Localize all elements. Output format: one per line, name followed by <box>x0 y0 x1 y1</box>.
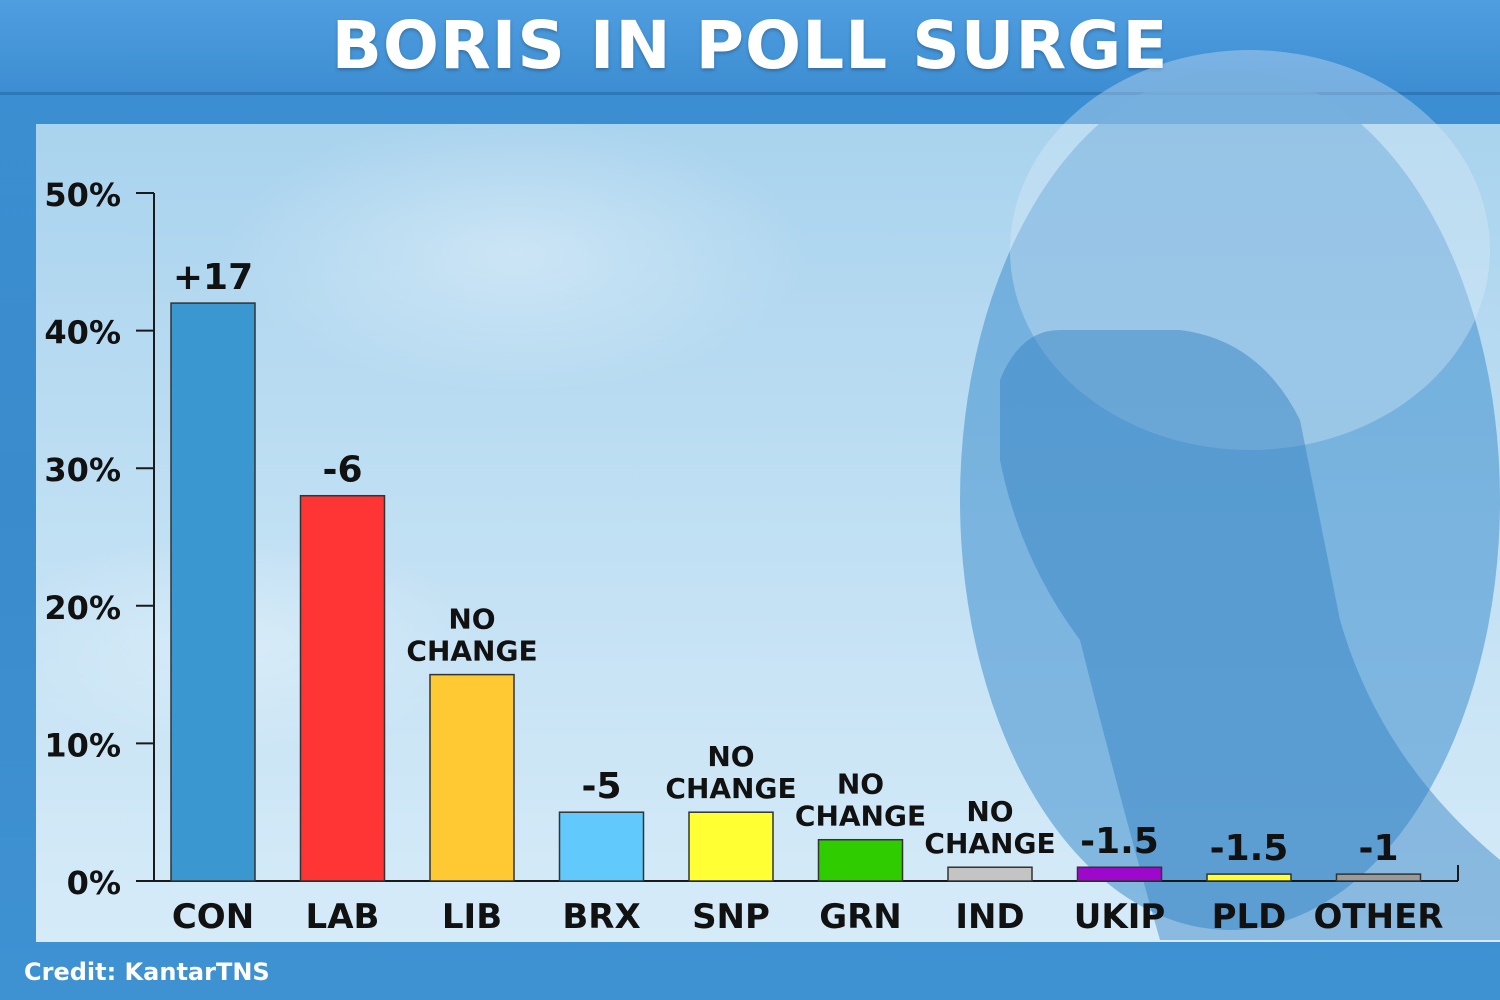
y-tick-label: 50% <box>44 176 121 214</box>
x-axis-labels: CON LAB LIB BRX SNP GRN IND UKIP PLD OTHER <box>172 897 1444 937</box>
change-label: CHANGE <box>406 635 537 668</box>
bar-lib <box>429 673 515 882</box>
x-tick-label: GRN <box>819 897 902 937</box>
bar-ind <box>947 866 1033 882</box>
change-label: CHANGE <box>924 827 1055 860</box>
change-label: -1 <box>1359 828 1399 869</box>
change-label: NO <box>837 768 884 801</box>
y-tick-label: 40% <box>44 314 121 352</box>
bar-brx <box>558 811 645 882</box>
credit-text: Credit: KantarTNS <box>24 958 270 986</box>
bar-pld <box>1206 873 1292 882</box>
bar-other <box>1335 873 1422 882</box>
change-label: -1.5 <box>1210 828 1289 869</box>
x-tick-label: OTHER <box>1314 897 1444 937</box>
y-tick-label: 20% <box>44 589 121 627</box>
bar-snp <box>688 811 774 882</box>
change-label: NO <box>966 795 1013 828</box>
bar-con <box>170 302 256 882</box>
bar-lab <box>299 494 386 882</box>
x-tick-label: UKIP <box>1074 897 1166 937</box>
bar-grn <box>817 838 904 882</box>
background-portrait <box>960 50 1500 940</box>
x-tick-label: BRX <box>562 897 640 937</box>
x-tick-label: LAB <box>306 897 380 937</box>
y-axis-labels: 0% 10% 20% 30% 40% 50% <box>44 176 121 902</box>
change-label: NO <box>707 740 754 773</box>
x-tick-label: LIB <box>442 897 502 937</box>
bar-series <box>170 302 1422 882</box>
x-tick-label: PLD <box>1212 897 1287 937</box>
change-label: +17 <box>173 257 253 298</box>
page-title: BORIS IN POLL SURGE <box>331 7 1169 84</box>
y-tick-label: 0% <box>67 864 121 902</box>
header-bar: BORIS IN POLL SURGE <box>0 0 1500 95</box>
x-tick-label: SNP <box>692 897 770 937</box>
x-tick-label: IND <box>955 897 1024 937</box>
change-label: CHANGE <box>665 772 796 805</box>
change-label: CHANGE <box>795 800 926 833</box>
y-tick-label: 10% <box>44 726 121 764</box>
change-label: -5 <box>582 766 622 807</box>
bar-ukip <box>1076 866 1163 882</box>
x-tick-label: CON <box>172 897 254 937</box>
y-tick-label: 30% <box>44 451 121 489</box>
change-label: -6 <box>323 450 363 491</box>
change-label: -1.5 <box>1080 821 1159 862</box>
change-label: NO <box>448 603 495 636</box>
